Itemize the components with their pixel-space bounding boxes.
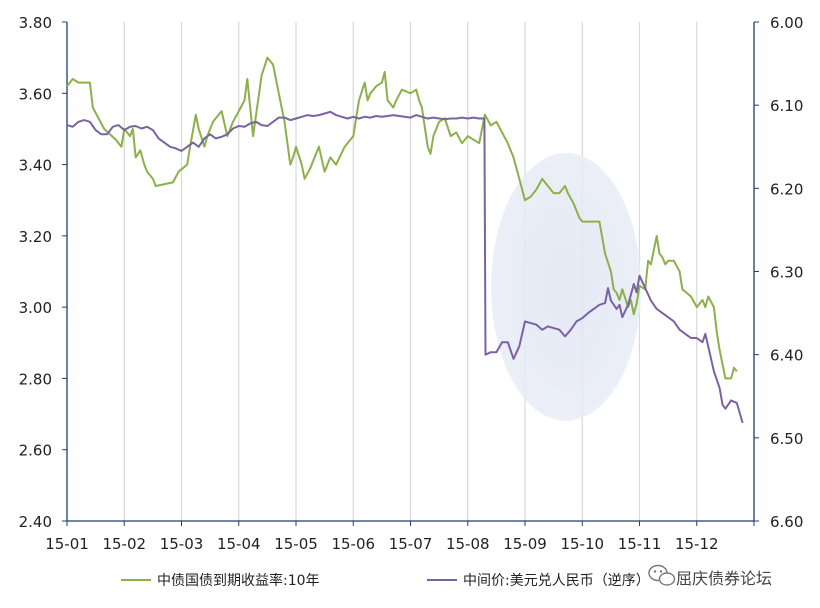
tick-labels: 15-01 15-02 15-03 15-04 15-05 15-06 15-07 15-08…	[19, 14, 804, 553]
x-tick-label: 15-02	[102, 535, 146, 553]
x-tick-label: 15-11	[618, 535, 662, 553]
x-tick-label: 15-10	[560, 535, 604, 553]
y-left-tick-label: 3.80	[19, 14, 52, 32]
y-left-tick-label: 2.80	[19, 370, 52, 388]
legend: 中债国债到期收益率:10年 中间价:美元兑人民币（逆序）	[121, 572, 650, 589]
y-right-tick-label: 6.00	[770, 14, 803, 32]
x-tick-label: 15-06	[331, 535, 375, 553]
y-right-tick-label: 6.30	[770, 264, 803, 282]
y-left-tick-label: 3.40	[19, 157, 52, 175]
x-tick-label: 15-07	[389, 535, 433, 553]
y-right-tick-label: 6.40	[770, 347, 803, 365]
y-right-tick-label: 6.60	[770, 513, 803, 531]
y-right-tick-label: 6.20	[770, 180, 803, 198]
x-tick-label: 15-01	[45, 535, 89, 553]
y-left-tick-label: 2.40	[19, 513, 52, 531]
x-tick-label: 15-08	[446, 535, 490, 553]
y-left-tick-label: 3.00	[19, 299, 52, 317]
series-line-fx	[66, 110, 744, 424]
y-right-tick-label: 6.10	[770, 97, 803, 115]
x-tick-label: 15-05	[274, 535, 318, 553]
x-tick-label: 15-09	[503, 535, 547, 553]
wechat-icon	[648, 564, 676, 586]
series-line-yield	[66, 56, 738, 380]
x-tick-label: 15-03	[160, 535, 204, 553]
legend-label-yield: 中债国债到期收益率:10年	[157, 572, 320, 589]
axes	[62, 21, 759, 526]
series-lines	[66, 56, 744, 424]
y-right-tick-label: 6.50	[770, 430, 803, 448]
x-tick-label: 15-04	[217, 535, 261, 553]
watermark: 屈庆债券论坛	[648, 564, 772, 588]
x-tick-label: 15-12	[675, 535, 719, 553]
highlight-ellipse	[491, 153, 641, 421]
y-left-tick-label: 3.60	[19, 85, 52, 103]
y-left-tick-label: 3.20	[19, 228, 52, 246]
legend-label-fx: 中间价:美元兑人民币（逆序）	[463, 573, 650, 589]
watermark-text: 屈庆债券论坛	[676, 569, 772, 588]
y-left-tick-label: 2.60	[19, 442, 52, 460]
